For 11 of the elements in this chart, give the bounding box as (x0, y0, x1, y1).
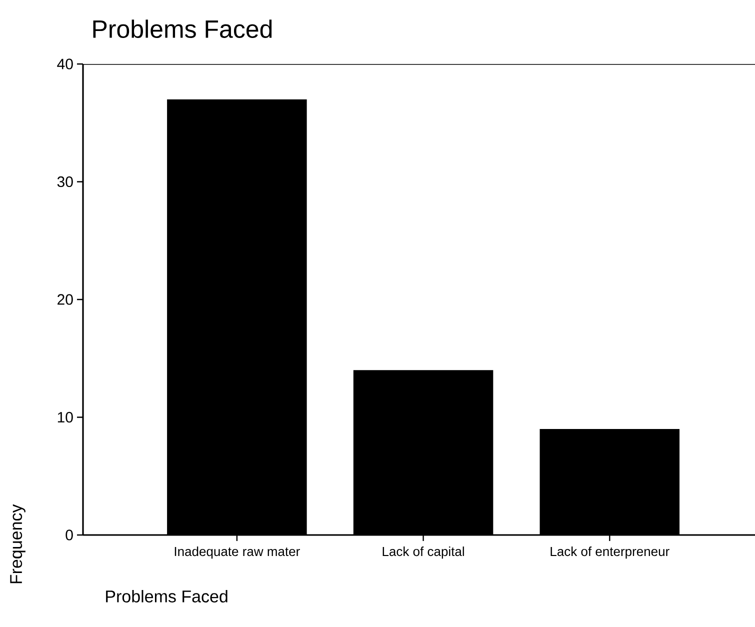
x-tick-label: Lack of capital (382, 546, 464, 559)
y-tick-label: 40 (57, 58, 73, 70)
y-axis-title: Frequency (10, 504, 26, 584)
chart-title: Problems Faced (93, 20, 272, 38)
x-tick-label: Lack of enterpreneur (550, 546, 670, 559)
y-tick-label: 30 (57, 176, 73, 188)
y-tick-label: 0 (66, 530, 73, 540)
x-axis-title: Problems Faced (106, 590, 228, 602)
y-tick-label: 20 (58, 294, 73, 305)
x-tick-label: Inadequate raw mater (174, 546, 300, 559)
y-tick-label: 10 (58, 412, 73, 423)
